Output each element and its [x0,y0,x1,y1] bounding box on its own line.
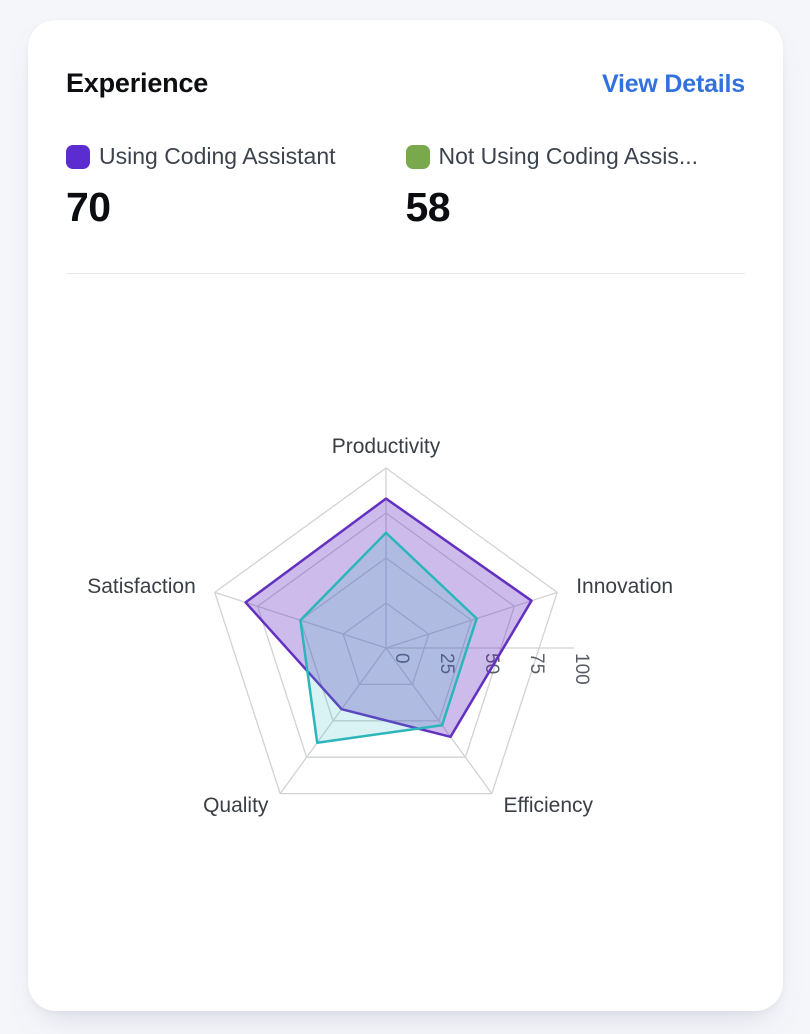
legend-value: 70 [66,184,111,230]
legend-swatch-green [405,144,430,169]
radar-chart: 0 25 50 75 100ProductivityInnovationEfficien… [87,435,673,817]
legend-label: Using Coding Assistant [99,143,336,169]
legend-value: 58 [405,184,451,230]
card-title: Experience [66,68,209,98]
radar-series-using-coding-assistant[interactable] [244,497,533,739]
radar-axis-label-efficiency: Efficiency [504,794,594,817]
radar-grid-ring [214,467,558,795]
legend-item: Using Coding Assistant 70 [66,143,406,231]
legend-label: Not Using Coding Assis... [438,143,699,169]
legend-swatch-purple [66,144,90,169]
radar-tick-label: 0 [391,653,412,664]
radar-tick-label: 100 [571,653,592,685]
radar-grid-spoke [385,591,558,649]
radar-grid-ring [342,602,430,686]
radar-axis-label-productivity: Productivity [332,435,441,458]
divider [66,273,745,274]
view-details-link[interactable]: View Details [601,70,745,98]
legend: Using Coding Assistant 70 Not Using Codi… [66,143,745,231]
radar-grid-ring [256,512,516,758]
experience-card: Experience View Details Using Coding Ass… [28,20,783,1011]
radar-axis-label-innovation: Innovation [576,575,673,598]
legend-item: Not Using Coding Assis... 58 [405,143,746,231]
radar-axis-label-satisfaction: Satisfaction [87,575,196,598]
radar-tick-label: 25 [436,653,457,674]
radar-grid-spoke [279,647,387,794]
radar-grid-spoke [385,647,493,794]
card-header: Experience View Details [66,68,745,99]
radar-tick-label: 75 [526,653,547,674]
radar-axis-label-quality: Quality [203,794,269,817]
radar-series-not-using-coding-assistant[interactable] [299,531,478,744]
